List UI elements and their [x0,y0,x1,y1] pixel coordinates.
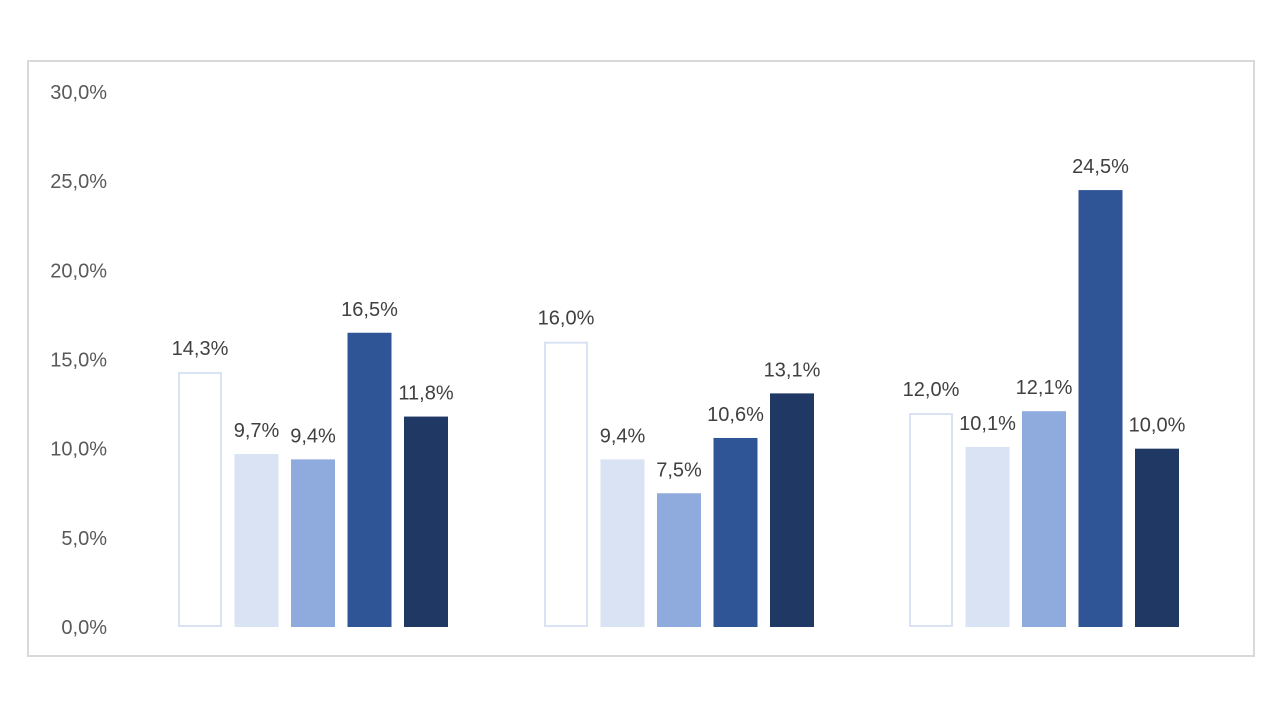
bars [178,190,1179,628]
y-tick-label: 5,0% [61,528,107,550]
bar-value-label: 12,0% [903,379,960,401]
y-tick-label: 30,0% [50,82,107,104]
bar-value-label: 16,0% [538,308,595,330]
bar-value-label: 13,1% [764,359,821,381]
bar-value-label: 16,5% [341,299,398,321]
bar-value-label: 14,3% [172,338,229,360]
y-tick-label: 15,0% [50,350,107,372]
bar-value-label: 11,8% [398,383,453,405]
bar [291,459,335,627]
bar [404,416,448,627]
bar-value-label: 12,1% [1016,377,1073,399]
bar [657,493,701,627]
bar-value-label: 9,7% [234,420,280,442]
bar-value-label: 7,5% [656,459,702,481]
bar [770,393,814,627]
y-tick-label: 20,0% [50,260,107,282]
bar [544,341,588,627]
bar [909,413,953,627]
bar-value-label: 10,0% [1129,415,1186,437]
bar-value-label: 10,1% [959,413,1016,435]
data-labels: 14,3% 16,0% 12,0% 9,7% 9,4% 10,1% 9,4% 7,5% 12,1… [172,156,1186,481]
bar-value-label: 9,4% [290,425,336,447]
y-tick-label: 25,0% [50,171,107,193]
bar [965,446,1010,627]
y-tick-label: 0,0% [61,617,107,639]
bar [600,459,645,627]
bar [234,454,279,627]
bar [347,332,392,627]
y-tick-label: 10,0% [50,439,107,461]
bar [1022,411,1066,627]
bar [1135,448,1179,627]
bar [1078,190,1123,628]
bar-value-label: 10,6% [707,404,764,426]
bar-value-label: 24,5% [1072,156,1129,178]
bar [178,371,222,627]
bar [713,437,758,627]
bar-value-label: 9,4% [600,425,646,447]
y-axis: 0,0% 5,0% 10,0% 15,0% 20,0% 25,0% 30,0% [50,82,107,639]
